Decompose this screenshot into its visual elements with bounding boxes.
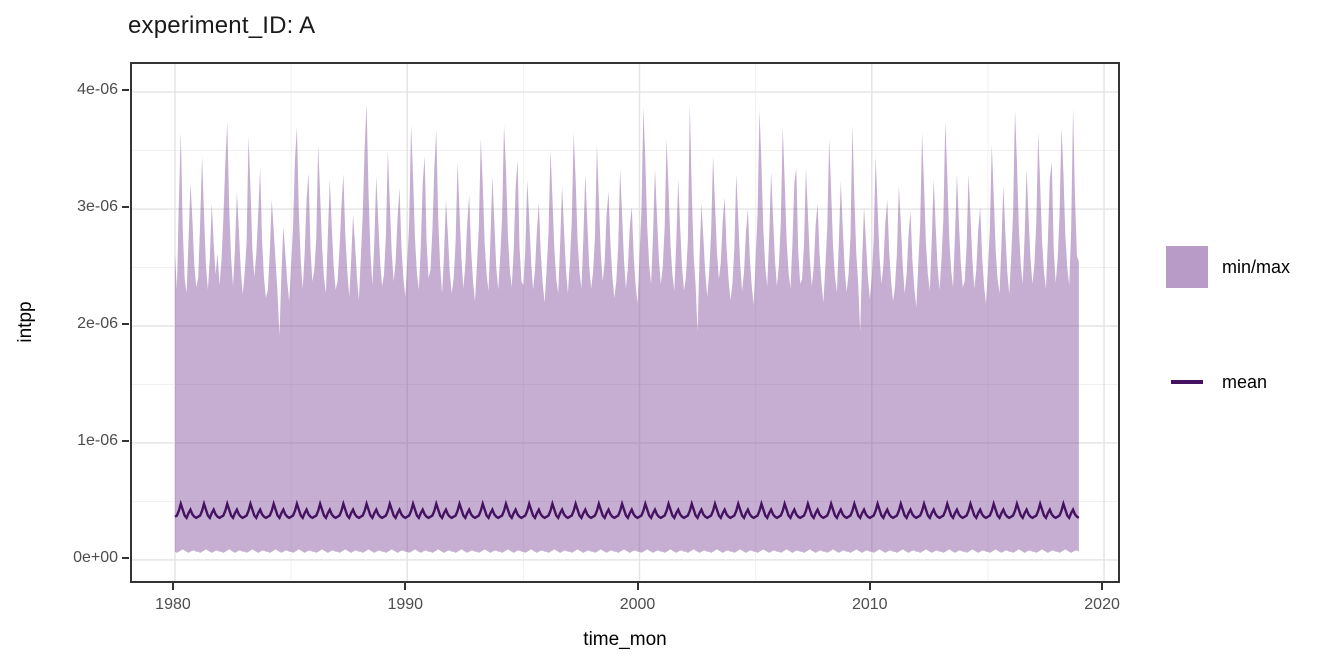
y-tick-mark	[122, 323, 129, 325]
legend-swatch-mean-line	[1171, 380, 1203, 384]
y-tick-label: 1e-06	[77, 431, 118, 449]
chart-canvas	[132, 64, 1118, 581]
x-tick-mark	[404, 583, 407, 590]
legend-label-minmax: min/max	[1222, 256, 1291, 277]
y-tick-label: 2e-06	[77, 315, 118, 332]
plot-title: experiment_ID: A	[128, 12, 316, 39]
x-tick-mark	[868, 583, 871, 590]
y-axis-title: intpp	[15, 301, 36, 343]
x-axis-title: time_mon	[583, 629, 667, 650]
x-tick-label: 2000	[619, 596, 656, 613]
y-tick-label: 0e+00	[73, 548, 118, 566]
y-tick-mark	[122, 206, 129, 209]
legend-label-mean: mean	[1222, 371, 1268, 392]
legend-entry-mean: mean	[1166, 362, 1267, 402]
y-tick-mark	[122, 439, 129, 442]
ribbon-minmax	[174, 103, 1079, 553]
x-tick-label: 1990	[387, 596, 424, 613]
y-tick-mark	[122, 556, 129, 559]
y-tick-label: 4e-06	[77, 81, 118, 99]
x-tick-mark	[1101, 583, 1104, 590]
x-tick-label: 2020	[1084, 596, 1120, 613]
mean-line	[174, 499, 1080, 521]
plot-panel	[130, 62, 1120, 583]
y-tick-mark	[122, 89, 129, 92]
x-tick-mark	[171, 583, 174, 590]
x-tick-mark	[636, 583, 639, 590]
y-tick-label: 3e-06	[77, 198, 118, 216]
x-tick-label: 1980	[155, 596, 191, 613]
legend-entry-minmax: min/max	[1166, 246, 1290, 288]
legend-swatch-ribbon	[1166, 246, 1208, 288]
x-tick-label: 2010	[851, 596, 888, 613]
